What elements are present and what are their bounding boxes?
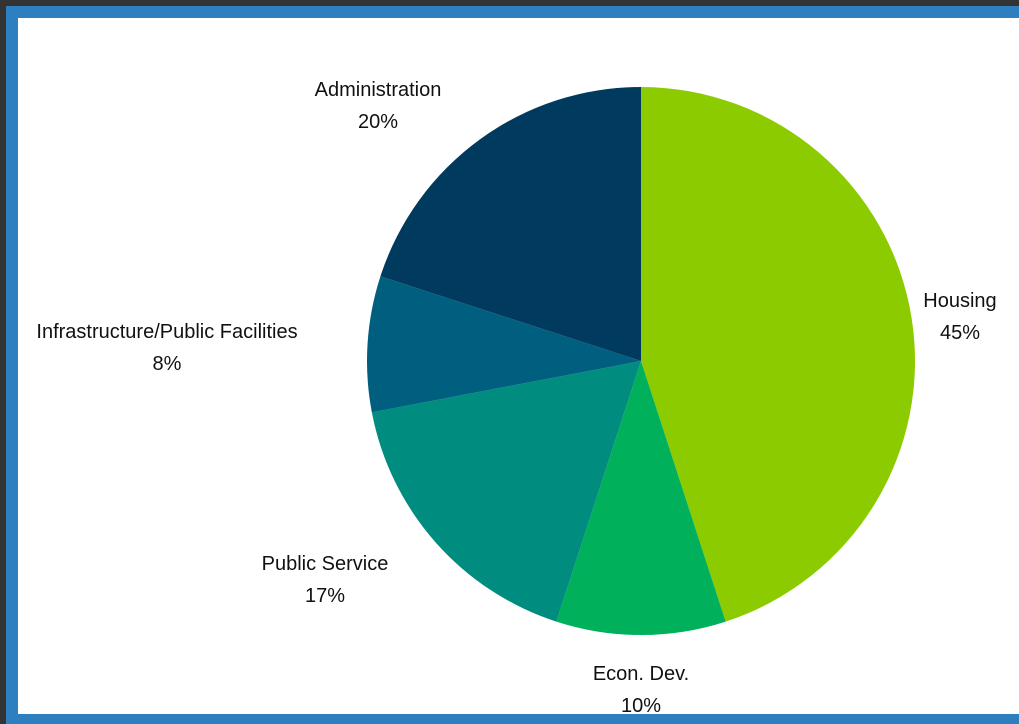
pie-slice-public-service [371,361,641,622]
slice-label-public-service: Public Service [262,553,389,575]
slice-label-housing: Housing [923,290,996,312]
slice-label-econ-dev: Econ. Dev. [593,663,689,685]
pie-slices [366,87,916,636]
pie-chart: Housing 45% Econ. Dev. 10% Public Service 17%… [36,79,996,714]
slice-label-infrastructure-public-facilities: Infrastructure/Public Facilities [36,321,297,343]
slice-percent-public-service: 17% [305,585,345,607]
slice-labels: Housing 45% Econ. Dev. 10% Public Service 17%… [36,79,996,714]
chart-frame: Housing 45% Econ. Dev. 10% Public Service 17%… [6,6,1019,724]
slice-label-administration: Administration [315,79,442,101]
slice-percent-econ-dev: 10% [621,695,661,714]
pie-slice-housing [641,87,916,622]
pie-slice-econ-dev [556,361,726,636]
pie-slice-infrastructure-public-facilities [366,276,641,413]
slice-percent-administration: 20% [358,111,398,133]
pie-slice-administration [380,87,641,361]
slice-percent-housing: 45% [940,322,980,344]
slice-percent-infrastructure-public-facilities: 8% [153,353,182,375]
